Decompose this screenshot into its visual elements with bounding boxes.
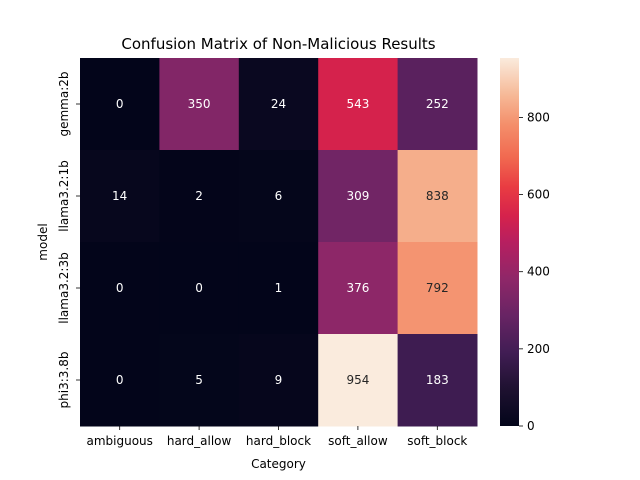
cell-value-label: 6	[275, 189, 283, 203]
cell-value-label: 1	[275, 281, 283, 295]
heatmap-cell	[238, 58, 319, 151]
cell-value-label: 5	[195, 373, 203, 387]
y-axis: gemma:2b llama3.2:1b llama3.2:3b phi3:3.8b	[57, 71, 80, 408]
cell-value-label: 0	[195, 281, 203, 295]
heatmap-cell	[318, 242, 399, 335]
cell-value-label: 24	[271, 97, 286, 111]
cell-value-label: 543	[346, 97, 369, 111]
cell-value-label: 183	[426, 373, 449, 387]
x-tick-label: hard_allow	[167, 434, 232, 448]
x-tick-label: soft_block	[407, 434, 467, 448]
cell-value-label: 0	[116, 281, 124, 295]
cell-value-label: 252	[426, 97, 449, 111]
heatmap-cell	[397, 150, 478, 243]
heatmap-cell	[397, 242, 478, 335]
heatmap-cells: 0 350 24 543 252 14 2 6 309 838 0 0 1 376 792 0 5 9 954 183	[80, 58, 478, 427]
x-axis-label: Category	[251, 457, 306, 471]
x-axis: ambiguous hard_allow hard_block soft_allow s…	[86, 426, 467, 448]
heatmap-cell	[159, 150, 240, 243]
heatmap-cell	[318, 334, 399, 427]
x-tick-label: hard_block	[246, 434, 311, 448]
cell-value-label: 0	[116, 97, 124, 111]
x-tick-label: soft_allow	[328, 434, 388, 448]
heatmap-cell	[80, 150, 160, 243]
cell-value-label: 954	[346, 373, 369, 387]
colorbar-tick-label: 400	[527, 265, 550, 279]
chart-title: Confusion Matrix of Non-Malicious Result…	[121, 35, 435, 53]
cell-value-label: 14	[112, 189, 127, 203]
y-tick-label: gemma:2b	[57, 71, 71, 136]
cell-value-label: 838	[426, 189, 449, 203]
cell-value-label: 350	[188, 97, 211, 111]
heatmap-cell	[238, 150, 319, 243]
heatmap-cell	[159, 58, 240, 151]
heatmap-cell	[318, 58, 399, 151]
heatmap-cell	[318, 150, 399, 243]
cell-value-label: 0	[116, 373, 124, 387]
heatmap-cell	[80, 334, 160, 427]
cell-value-label: 376	[346, 281, 369, 295]
heatmap-cell	[80, 58, 160, 151]
heatmap-cell	[159, 334, 240, 427]
heatmap-cell	[159, 242, 240, 335]
heatmap-cell	[238, 242, 319, 335]
colorbar-tick-label: 800	[527, 110, 550, 124]
heatmap-cell	[238, 334, 319, 427]
colorbar-tick-label: 600	[527, 188, 550, 202]
cell-value-label: 9	[275, 373, 283, 387]
cell-value-label: 2	[195, 189, 203, 203]
cell-value-label: 792	[426, 281, 449, 295]
x-tick-label: ambiguous	[86, 434, 152, 448]
cell-value-label: 309	[346, 189, 369, 203]
y-tick-label: llama3.2:3b	[57, 252, 71, 323]
heatmap-cell	[397, 58, 478, 151]
colorbar-tick-label: 0	[527, 419, 535, 433]
heatmap-cell	[397, 334, 478, 427]
y-tick-label: llama3.2:1b	[57, 160, 71, 231]
colorbar-tick-label: 200	[527, 342, 550, 356]
y-tick-label: phi3:3.8b	[57, 352, 71, 409]
colorbar: 0 200 400 600 800	[500, 58, 550, 433]
heatmap-cell	[80, 242, 160, 335]
y-axis-label: model	[36, 223, 50, 260]
colorbar-gradient	[500, 58, 519, 426]
